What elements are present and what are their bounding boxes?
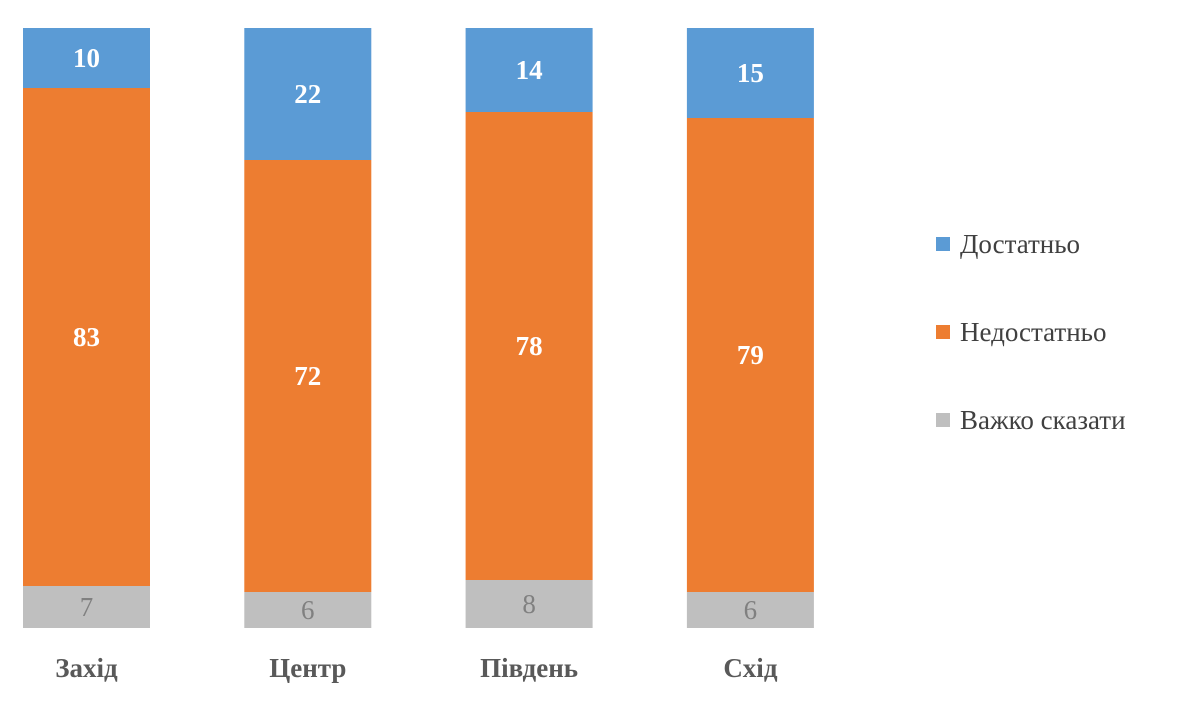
data-label: 6 — [744, 595, 758, 625]
legend-swatch — [936, 413, 950, 427]
bar-segment — [23, 88, 150, 586]
data-label: 7 — [80, 592, 94, 622]
category-label: Центр — [269, 653, 346, 683]
legend: Достатньо Недостатньо Важко сказати — [936, 229, 1126, 435]
bar-segment — [244, 592, 372, 628]
data-label: 78 — [516, 331, 543, 361]
bar-segment — [23, 586, 150, 628]
bars: 7 83 10 6 72 22 8 78 14 6 79 15 — [23, 28, 814, 628]
data-label: 22 — [294, 79, 321, 109]
data-label: 10 — [73, 43, 100, 73]
data-label: 14 — [516, 55, 543, 85]
bar-segment — [244, 160, 372, 592]
category-label: Південь — [480, 653, 578, 683]
data-label: 8 — [522, 589, 536, 619]
legend-swatch — [936, 325, 950, 339]
data-label: 83 — [73, 322, 100, 352]
bar-segment — [465, 580, 593, 628]
data-label: 15 — [737, 58, 764, 88]
legend-label: Достатньо — [960, 229, 1080, 259]
category-label: Захід — [55, 653, 118, 683]
category-label: Схід — [723, 653, 778, 683]
category-labels: Захід Центр Південь Схід — [55, 653, 778, 683]
bar-segment — [23, 28, 150, 88]
legend-label: Важко сказати — [960, 405, 1126, 435]
data-label: 6 — [301, 595, 315, 625]
bar-segment — [465, 112, 593, 580]
legend-label: Недостатньо — [960, 317, 1107, 347]
bar-segment — [686, 592, 814, 628]
bar-segment — [686, 118, 814, 592]
bar-segment — [465, 28, 593, 112]
legend-swatch — [936, 237, 950, 251]
bar-segment — [244, 28, 372, 160]
data-label: 72 — [294, 361, 321, 391]
bar-segment — [686, 28, 814, 118]
data-label: 79 — [737, 340, 764, 370]
